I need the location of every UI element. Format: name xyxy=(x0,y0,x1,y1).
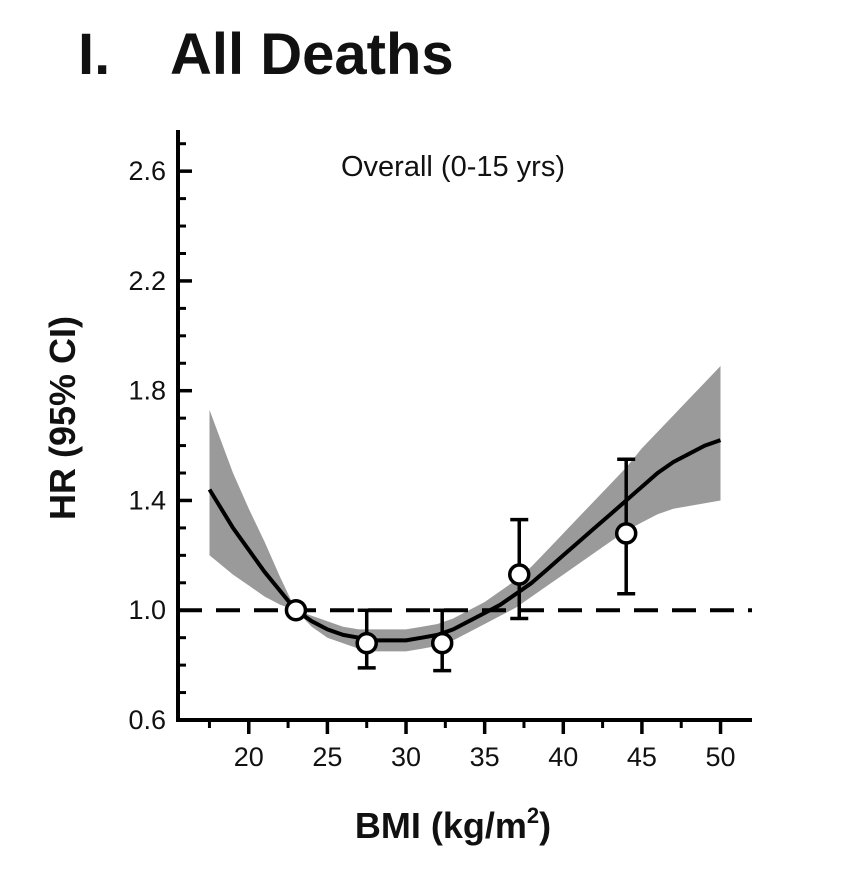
point-marker xyxy=(430,631,454,655)
panel-title: All Deaths xyxy=(170,22,454,87)
data-point xyxy=(355,608,378,670)
data-point xyxy=(508,517,531,621)
y-tick-label: 2.6 xyxy=(128,156,166,186)
y-tick-label: 0.6 xyxy=(128,705,166,735)
x-axis-ticks: 20 25 30 35 40 45 50 xyxy=(207,720,736,772)
x-tick-label: 20 xyxy=(234,742,264,772)
y-axis-ticks: 0.6 1.0 1.4 1.8 2.2 2.6 xyxy=(128,142,192,735)
data-point xyxy=(430,608,454,673)
point-marker xyxy=(284,598,308,622)
plot-area: 0.6 1.0 1.4 1.8 2.2 2.6 20 25 30 35 40 45 50 xyxy=(128,130,752,772)
x-tick-label: 35 xyxy=(470,742,500,772)
point-marker xyxy=(355,631,378,655)
y-tick-label: 2.2 xyxy=(128,266,166,296)
x-tick-label: 45 xyxy=(627,742,657,772)
x-axis-title: BMI (kg/m2) xyxy=(355,803,551,846)
x-tick-label: 25 xyxy=(312,742,342,772)
y-tick-label: 1.0 xyxy=(128,595,166,625)
y-axis-title: HR (95% CI) xyxy=(42,316,83,520)
x-axis-title-suffix: ) xyxy=(539,805,551,846)
data-points xyxy=(284,457,638,673)
x-tick-label: 40 xyxy=(548,742,578,772)
x-axis-title-main: BMI (kg/m xyxy=(355,805,527,846)
chart-annotation: Overall (0-15 yrs) xyxy=(341,151,565,183)
data-point xyxy=(284,598,308,622)
y-tick-label: 1.8 xyxy=(128,376,166,406)
point-marker xyxy=(508,563,531,586)
panel-label: I. xyxy=(78,22,110,87)
x-tick-label: 50 xyxy=(706,742,736,772)
x-axis-title-superscript: 2 xyxy=(527,803,539,828)
point-marker xyxy=(614,522,638,545)
data-point xyxy=(614,457,638,596)
x-tick-label: 30 xyxy=(391,742,421,772)
y-tick-label: 1.4 xyxy=(128,485,166,515)
